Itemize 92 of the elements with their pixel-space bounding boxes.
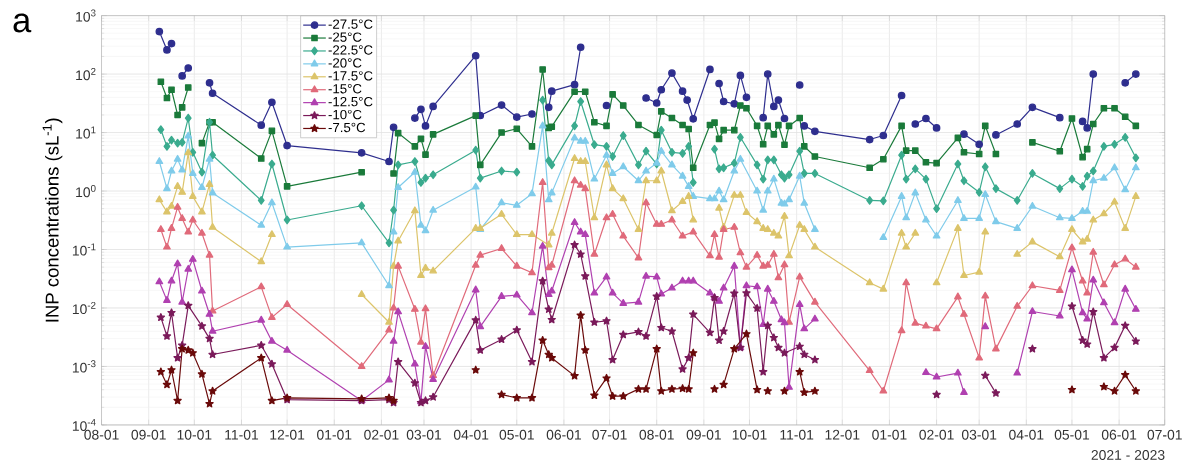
point — [742, 329, 751, 338]
legend-label: -17.5°C — [328, 70, 373, 81]
x-tick-label: 05-01 — [1054, 429, 1090, 440]
legend-label: -20°C — [328, 57, 362, 68]
point — [641, 384, 651, 393]
x-tick-label: 06-01 — [1101, 429, 1137, 440]
y-tick-label: 10$^{3}$ — [76, 9, 96, 22]
y-tick-label: 10$^{-2}$ — [72, 301, 96, 314]
point — [1067, 385, 1077, 394]
x-tick-label: 05-01 — [499, 429, 534, 440]
legend-label: -10°C — [328, 109, 362, 120]
point — [719, 379, 728, 389]
x-tick-label: 03-01 — [406, 429, 442, 440]
legend-label: -12.5°C — [328, 96, 373, 107]
point — [177, 344, 187, 353]
point — [652, 344, 661, 353]
point — [800, 387, 809, 396]
x-tick-label: 07-01 — [592, 429, 627, 440]
point — [590, 390, 599, 399]
point — [608, 391, 617, 400]
x-tick-label: 08-01 — [639, 429, 674, 440]
point — [795, 367, 804, 376]
point — [167, 365, 176, 374]
point — [547, 353, 556, 362]
point — [689, 348, 698, 357]
point — [576, 310, 585, 319]
point — [1131, 386, 1141, 395]
x-tick-label: 02-01 — [919, 429, 954, 440]
x-tick-label: 02-01 — [364, 429, 399, 440]
point — [156, 367, 166, 376]
point — [162, 379, 172, 389]
x-tick-label: 12-01 — [825, 429, 860, 440]
point — [810, 386, 820, 395]
legend-label: -25°C — [328, 32, 362, 42]
y-tick-label: 10$^{0}$ — [76, 184, 96, 197]
point — [538, 335, 547, 344]
x-tick-label: 09-01 — [686, 429, 721, 440]
x-tick-label: 11-01 — [780, 429, 814, 440]
x-tick-label: 11-01 — [225, 429, 259, 440]
point — [471, 365, 480, 374]
x-tick-label: 08-01 — [84, 429, 119, 440]
y-tick-label: 10$^{1}$ — [76, 126, 96, 139]
point — [657, 386, 666, 395]
text: 2021 - 2023 — [1091, 449, 1165, 460]
point — [1121, 370, 1130, 379]
legend-label: -15°C — [328, 83, 362, 94]
point — [173, 396, 182, 405]
point — [602, 373, 611, 382]
point — [763, 386, 772, 395]
point — [678, 383, 687, 392]
point — [634, 384, 643, 393]
y-tick-label: 10$^{-3}$ — [72, 360, 96, 373]
point — [184, 345, 193, 354]
legend-label: -7.5°C — [328, 122, 366, 132]
x-tick-label: 04-01 — [453, 429, 489, 440]
legend-label: -27.5°C — [328, 19, 373, 29]
x-tick-label: 07-01 — [1147, 429, 1182, 440]
point — [527, 393, 537, 402]
point — [1110, 386, 1119, 395]
point — [197, 369, 207, 378]
point — [780, 386, 789, 395]
y-tick-label: 10$^{-4}$ — [72, 418, 96, 431]
y-axis-title: INP concentrations (sL$^{-1}$) — [42, 118, 63, 322]
point — [208, 386, 217, 395]
point — [710, 384, 719, 393]
x-tick-label: 03-01 — [961, 429, 997, 440]
point — [188, 348, 197, 357]
point — [497, 390, 506, 399]
x-tick-label: 04-01 — [1009, 429, 1044, 440]
x-tick-label: 12-01 — [270, 429, 305, 440]
point — [581, 345, 590, 354]
x-tick-label: 10-01 — [732, 429, 767, 440]
point — [1099, 382, 1109, 391]
x-tick-label: 10-01 — [177, 429, 212, 440]
point — [730, 344, 739, 353]
point — [257, 353, 266, 362]
point — [752, 385, 762, 394]
point — [570, 371, 579, 380]
point — [667, 384, 677, 393]
x-tick-label: 09-01 — [131, 429, 166, 440]
y-tick-label: 10$^{2}$ — [76, 67, 96, 80]
point — [267, 396, 277, 405]
y-tick-label: 10$^{-1}$ — [72, 243, 96, 256]
x-tick-label: 06-01 — [546, 429, 582, 440]
chart-title: a — [13, 13, 32, 33]
point — [684, 384, 693, 393]
point — [205, 399, 214, 408]
x-tick-label: 01-01 — [872, 429, 907, 440]
point — [619, 391, 628, 400]
x-tick-label: 01-01 — [317, 429, 352, 440]
legend-label: -22.5°C — [328, 45, 373, 55]
point — [512, 393, 521, 402]
